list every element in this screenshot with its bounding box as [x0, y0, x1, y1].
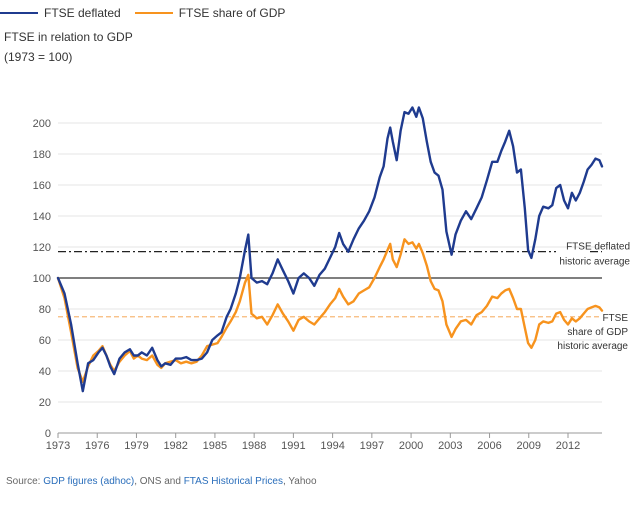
chart-title: FTSE in relation to GDP: [4, 30, 133, 44]
chart-subtitle: (1973 = 100): [4, 50, 73, 64]
source-middle: , ONS and: [134, 476, 184, 487]
x-tick-label-2006: 2006: [477, 440, 501, 452]
y-tick-label-20: 20: [39, 397, 51, 409]
reference-label-ftse-deflated-0: FTSE deflated: [566, 242, 630, 253]
chart-legend: FTSE deflated FTSE share of GDP: [0, 6, 299, 20]
x-tick-label-1991: 1991: [281, 440, 305, 452]
legend-swatch-ftse-share-gdp: [134, 12, 173, 14]
source-link-ftas-prices[interactable]: FTAS Historical Prices: [183, 476, 283, 487]
source-suffix: , Yahoo: [282, 476, 317, 487]
legend-swatch-ftse-deflated: [0, 12, 38, 14]
x-tick-label-1985: 1985: [203, 440, 227, 452]
x-tick-label-2012: 2012: [556, 440, 580, 452]
y-tick-label-180: 180: [33, 149, 51, 161]
x-tick-label-1976: 1976: [85, 440, 109, 452]
legend-label-ftse-deflated: FTSE deflated: [44, 6, 121, 20]
source-note: Source: GDP figures (adhoc), ONS and FTA…: [6, 476, 317, 487]
series-line-ftse-deflated: [56, 106, 604, 393]
x-tick-label-2000: 2000: [399, 440, 423, 452]
y-tick-label-160: 160: [33, 180, 51, 192]
x-tick-label-1982: 1982: [163, 440, 187, 452]
source-prefix: Source:: [6, 476, 44, 487]
x-tick-label-1979: 1979: [124, 440, 148, 452]
reference-label-ftse-share-gdp-2: historic average: [557, 341, 628, 352]
y-tick-label-200: 200: [33, 118, 51, 130]
reference-label-ftse-share-gdp-1: share of GDP: [567, 327, 628, 338]
x-tick-label-1997: 1997: [360, 440, 384, 452]
legend-item-ftse-deflated: FTSE deflated: [0, 6, 121, 20]
source-link-gdp-figures[interactable]: GDP figures (adhoc): [43, 476, 135, 487]
x-tick-label-1988: 1988: [242, 440, 266, 452]
line-chart: 0 20 40 60 80 100 120 140 160 180 200 1973 1976 1979 1…: [33, 106, 630, 452]
x-tick-label-2003: 2003: [438, 440, 462, 452]
legend-item-ftse-share-gdp: FTSE share of GDP: [134, 6, 286, 20]
reference-label-ftse-deflated-1: historic average: [559, 257, 630, 268]
y-tick-label-80: 80: [39, 304, 51, 316]
y-tick-label-100: 100: [33, 273, 51, 285]
x-tick-label-2009: 2009: [517, 440, 541, 452]
reference-label-ftse-share-gdp-0: FTSE: [602, 313, 628, 324]
y-tick-label-60: 60: [39, 335, 51, 347]
y-tick-label-140: 140: [33, 211, 51, 223]
x-tick-label-1973: 1973: [46, 440, 70, 452]
y-tick-label-40: 40: [39, 366, 51, 378]
series-line-ftse-share-of-gdp: [56, 238, 604, 384]
x-tick-label-1994: 1994: [320, 440, 344, 452]
y-tick-label-0: 0: [45, 428, 51, 440]
legend-label-ftse-share-gdp: FTSE share of GDP: [178, 6, 286, 20]
y-tick-label-120: 120: [33, 242, 51, 254]
